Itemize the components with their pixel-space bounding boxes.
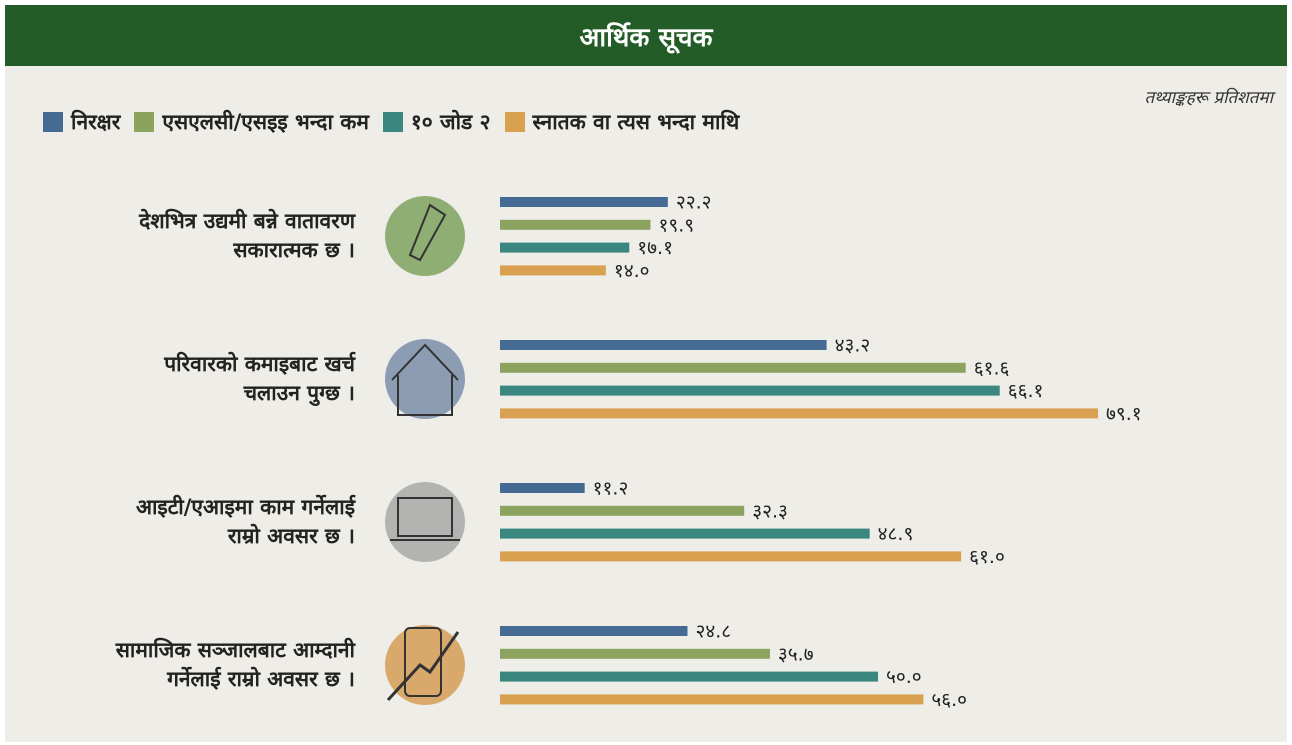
value-label: ४३.२	[835, 335, 871, 357]
legend: निरक्षर एसएलसी/एसइइ भन्दा कम १० जोड २ स्नात…	[43, 108, 739, 136]
bar	[500, 648, 770, 659]
bar	[500, 505, 745, 516]
value-label: ३५.७	[778, 643, 814, 665]
value-label: ६१.६	[974, 357, 1010, 379]
value-label: १९.९	[658, 214, 694, 236]
bar	[500, 242, 630, 253]
value-label: ४८.९	[878, 523, 914, 545]
value-label: २२.२	[676, 192, 712, 214]
category-label: परिवारको कमाइबाट खर्च चलाउन पुग्छ ।	[164, 352, 355, 405]
chart-title: आर्थिक सूचक	[5, 5, 1287, 66]
bar	[500, 219, 651, 230]
bar	[500, 385, 1000, 396]
category-label: आइटी/एआइमा काम गर्नेलाई राम्रो अवसर छ ।	[135, 495, 355, 548]
bar	[500, 551, 962, 562]
value-label: १४.०	[614, 260, 650, 282]
bar	[500, 626, 688, 636]
category-label: देशभित्र उद्यमी बन्ने वातावरण सकारात्मक …	[139, 209, 355, 262]
legend-swatch	[43, 112, 63, 132]
value-label: ७९.१	[1106, 403, 1142, 425]
note: तथ्याङ्कहरू प्रतिशतमा	[1144, 88, 1273, 108]
bar	[500, 265, 606, 276]
icon	[385, 196, 465, 276]
bar	[500, 197, 668, 207]
legend-label: एसएलसी/एसइइ भन्दा कम	[162, 110, 369, 134]
category-label: सामाजिक सञ्जालबाट आम्दानी गर्नेलाई राम्र…	[115, 638, 355, 691]
value-label: ५०.०	[886, 666, 922, 688]
legend-label: निरक्षर	[71, 110, 121, 134]
bar	[500, 671, 878, 682]
value-label: ५६.०	[931, 689, 967, 711]
bar	[500, 340, 827, 350]
bar	[500, 528, 870, 539]
value-label: ३२.३	[752, 500, 788, 522]
legend-swatch	[504, 112, 525, 132]
legend-swatch	[134, 112, 155, 132]
icon	[385, 482, 465, 562]
legend-label: १० जोड २	[410, 110, 491, 134]
value-label: १७.१	[637, 237, 673, 259]
legend-item: स्नातक वा त्यस भन्दा माथि	[504, 108, 740, 136]
panel: आर्थिक सूचक तथ्याङ्कहरू प्रतिशतमा निरक्ष…	[5, 5, 1287, 742]
legend-item: १० जोड २	[382, 108, 491, 136]
icon	[385, 339, 465, 419]
legend-swatch	[382, 112, 403, 132]
value-label: ११.२	[593, 478, 629, 500]
icon	[385, 625, 465, 705]
legend-item: एसएलसी/एसइइ भन्दा कम	[134, 108, 369, 136]
bar	[500, 483, 585, 493]
value-label: ६१.०	[969, 546, 1005, 568]
legend-item: निरक्षर	[43, 108, 120, 136]
bar	[500, 362, 966, 373]
bar	[500, 694, 924, 705]
legend-label: स्नातक वा त्यस भन्दा माथि	[532, 110, 740, 134]
bar	[500, 408, 1098, 419]
value-label: २४.८	[695, 621, 731, 643]
value-label: ६६.१	[1008, 380, 1044, 402]
